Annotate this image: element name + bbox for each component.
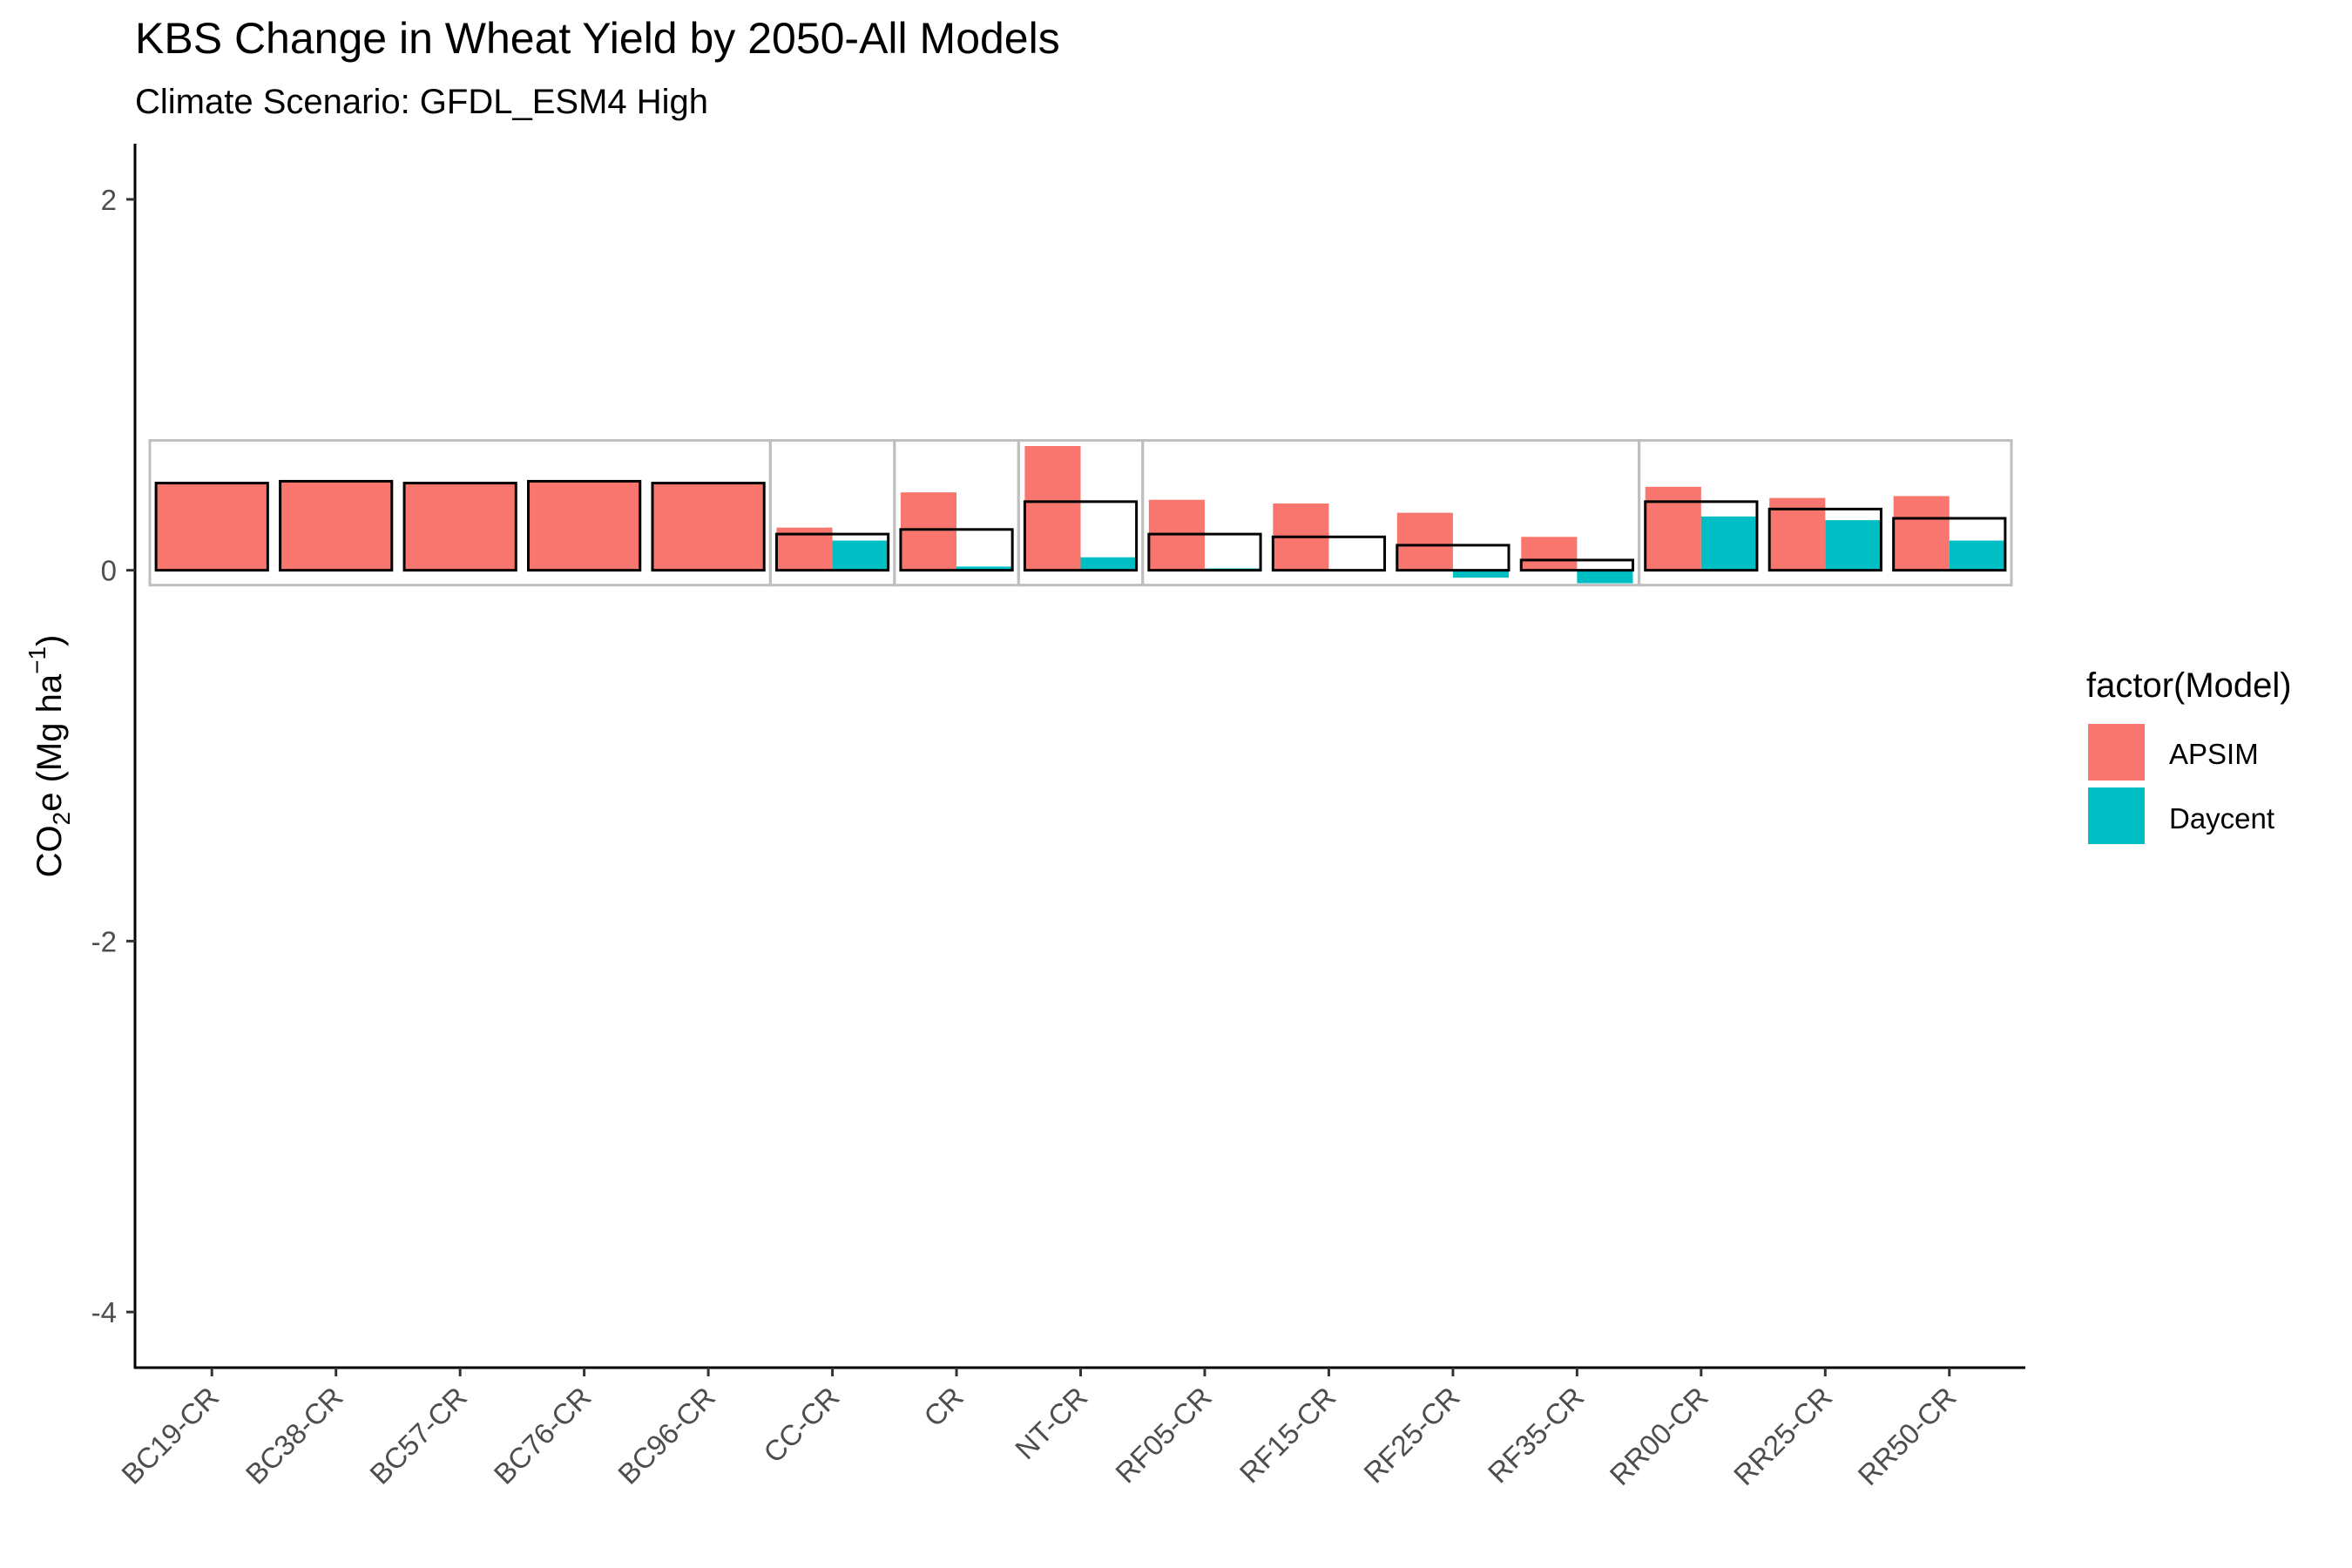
- x-tick-label: CR: [917, 1381, 970, 1433]
- x-tick-label: RR25-CR: [1727, 1381, 1838, 1491]
- bar-apsim-rf35-cr: [1521, 537, 1578, 571]
- bar-apsim-bc76-cr: [528, 481, 640, 571]
- bar-apsim-bc96-cr: [652, 483, 765, 571]
- mean-outline-rr25-cr: [1767, 507, 1882, 572]
- y-label-rest: e (Mg ha: [30, 673, 69, 812]
- y-label-close: ): [30, 635, 69, 646]
- x-tick-label: RF05-CR: [1109, 1381, 1218, 1490]
- legend-title: factor(Model): [2086, 666, 2292, 705]
- legend-label-daycent: Daycent: [2169, 802, 2274, 835]
- y-axis-ticks: -4 -2 0 2: [91, 184, 135, 1328]
- mean-outline-cc-cr: [774, 532, 890, 572]
- bar-daycent-rf25-cr: [1452, 570, 1510, 578]
- y-tick-label: -4: [91, 1296, 117, 1328]
- bar-daycent-cr: [956, 566, 1013, 571]
- bar-apsim-rr00-cr: [1645, 486, 1701, 571]
- mean-outline-bc96-cr: [651, 482, 766, 572]
- x-tick-label: RR00-CR: [1603, 1381, 1713, 1491]
- chart-subtitle: Climate Scenario: GFDL_ESM4 High: [135, 83, 708, 121]
- mean-outline-rf25-cr: [1396, 544, 1511, 572]
- legend-swatch-apsim: [2088, 724, 2145, 781]
- bar-apsim-rr50-cr: [1893, 496, 1950, 571]
- mean-outline-bc76-cr: [527, 479, 642, 572]
- bars: [156, 445, 2005, 584]
- x-tick-label: BC38-CR: [240, 1381, 349, 1490]
- x-tick-label: BC19-CR: [115, 1381, 225, 1490]
- bar-daycent-rf35-cr: [1577, 570, 1633, 584]
- bar-daycent-rr25-cr: [1825, 520, 1882, 571]
- bar-daycent-rr50-cr: [1949, 540, 2005, 571]
- y-tick-label: -2: [91, 925, 117, 957]
- mean-outline-rr00-cr: [1644, 500, 1759, 572]
- bar-apsim-cr: [900, 492, 957, 571]
- bar-apsim-bc57-cr: [404, 483, 517, 571]
- mean-outline-bc38-cr: [279, 479, 394, 572]
- y-label-sub: 2: [48, 812, 75, 826]
- x-tick-label: RF25-CR: [1357, 1381, 1466, 1490]
- x-axis-ticks: BC19-CR BC38-CR BC57-CR BC76-CR BC96-CR CC-CR…: [115, 1368, 1963, 1491]
- bar-apsim-rf25-cr: [1396, 512, 1453, 571]
- y-tick-label: 2: [101, 184, 117, 216]
- group-box-5: [1638, 439, 2013, 587]
- x-tick-label: BC76-CR: [488, 1381, 598, 1490]
- mean-outline-rf35-cr: [1519, 558, 1634, 572]
- y-tick-label: 0: [101, 555, 117, 587]
- bar-daycent-nt-cr: [1080, 557, 1137, 571]
- group-boxes: [148, 439, 2013, 587]
- mean-outline-rf15-cr: [1271, 535, 1387, 572]
- mean-outline-bc19-cr: [154, 482, 269, 572]
- mean-outline-nt-cr: [1023, 500, 1139, 572]
- bar-daycent-rr00-cr: [1700, 516, 1757, 571]
- mean-outline-bc57-cr: [402, 482, 517, 572]
- bar-daycent-cc-cr: [832, 540, 889, 571]
- bar-apsim-bc19-cr: [156, 483, 268, 571]
- y-axis-label: CO2e (Mg ha−1): [24, 635, 75, 878]
- x-tick-label: BC57-CR: [363, 1381, 473, 1490]
- x-tick-label: RR50-CR: [1851, 1381, 1962, 1491]
- x-tick-label: RF35-CR: [1482, 1381, 1591, 1490]
- bar-apsim-bc38-cr: [280, 481, 392, 571]
- mean-outlines: [154, 479, 2007, 572]
- y-label-sup: −1: [24, 646, 51, 674]
- bar-apsim-nt-cr: [1024, 445, 1081, 571]
- legend-label-apsim: APSIM: [2169, 738, 2259, 770]
- chart-title: KBS Change in Wheat Yield by 2050-All Mo…: [135, 14, 1060, 63]
- legend: factor(Model) APSIM Daycent: [2086, 666, 2292, 844]
- x-tick-label: BC96-CR: [612, 1381, 721, 1490]
- mean-outline-cr: [899, 528, 1014, 572]
- x-tick-label: RF15-CR: [1233, 1381, 1342, 1490]
- mean-outline-rf05-cr: [1147, 532, 1262, 572]
- y-label-main: CO: [30, 825, 69, 877]
- x-tick-label: NT-CR: [1009, 1381, 1093, 1465]
- legend-swatch-daycent: [2088, 787, 2145, 844]
- mean-outline-rr50-cr: [1892, 517, 2007, 572]
- x-tick-label: CC-CR: [757, 1381, 845, 1469]
